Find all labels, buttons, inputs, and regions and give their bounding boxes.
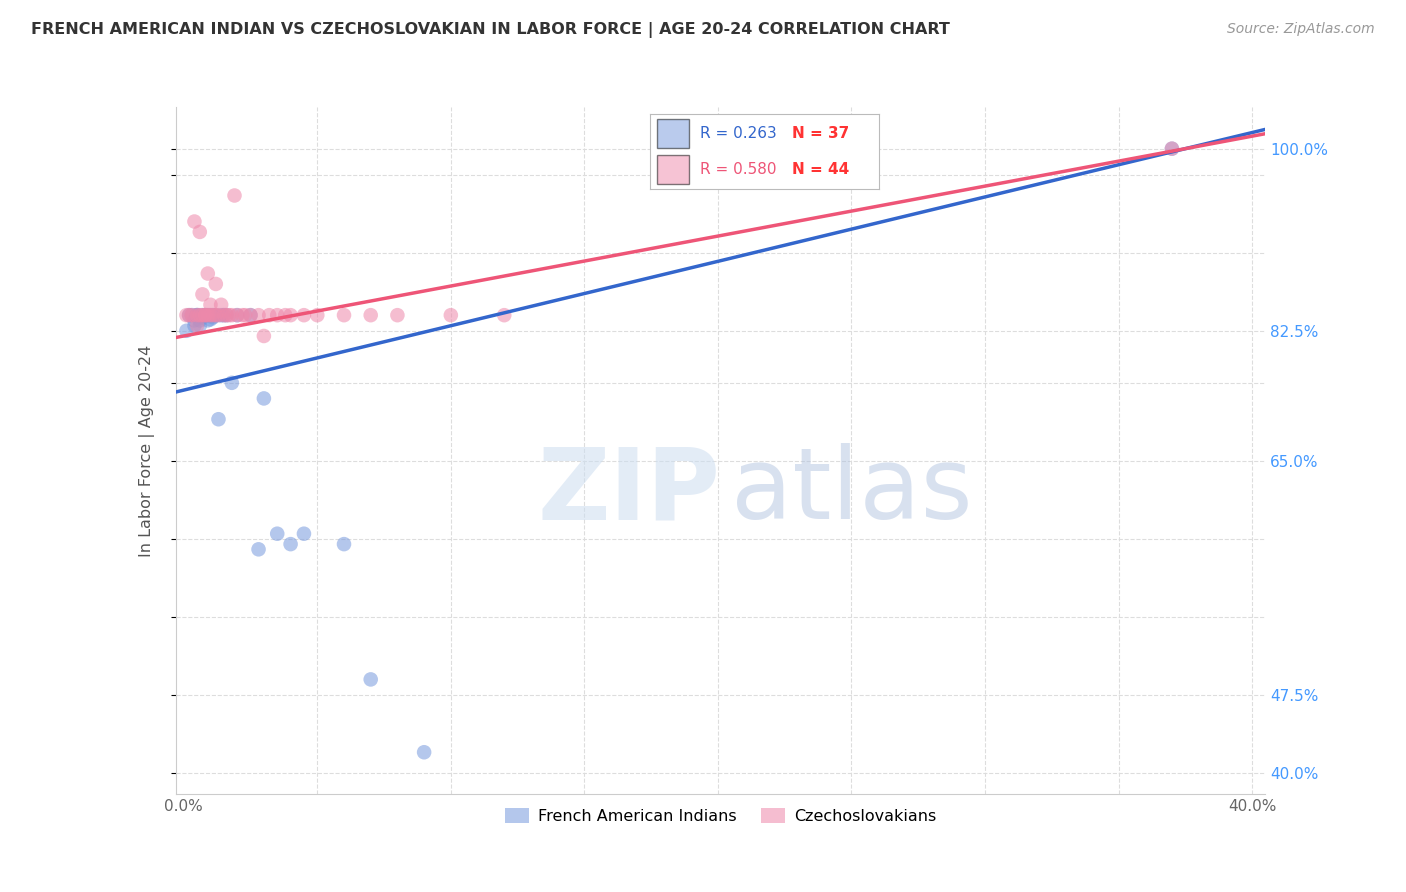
Point	[1161, 142, 1184, 156]
Point	[202, 308, 225, 322]
Point	[177, 308, 200, 322]
Point	[226, 308, 249, 322]
Point	[194, 308, 217, 322]
Point	[202, 308, 225, 322]
Point	[204, 308, 226, 322]
Point	[188, 313, 211, 327]
Point	[360, 673, 382, 687]
Point	[188, 308, 211, 322]
Point	[247, 308, 270, 322]
Point	[307, 308, 329, 322]
Point	[186, 308, 208, 322]
Point	[207, 308, 229, 322]
Point	[221, 308, 243, 322]
Point	[413, 745, 436, 759]
Point	[292, 308, 315, 322]
Point	[212, 308, 235, 322]
Point	[194, 308, 217, 322]
Point	[333, 308, 356, 322]
Point	[191, 308, 214, 322]
Point	[215, 308, 238, 322]
Point	[494, 308, 516, 322]
Text: Source: ZipAtlas.com: Source: ZipAtlas.com	[1227, 22, 1375, 37]
Point	[253, 329, 276, 343]
Point	[197, 313, 219, 327]
Point	[280, 308, 302, 322]
Point	[226, 308, 249, 322]
Point	[183, 313, 205, 327]
Text: N = 44: N = 44	[792, 162, 849, 178]
Point	[186, 308, 208, 322]
Point	[207, 412, 229, 426]
Point	[200, 298, 222, 312]
Point	[194, 308, 217, 322]
Point	[224, 188, 246, 202]
Point	[218, 308, 240, 322]
Point	[257, 308, 280, 322]
Point	[186, 318, 208, 333]
Text: FRENCH AMERICAN INDIAN VS CZECHOSLOVAKIAN IN LABOR FORCE | AGE 20-24 CORRELATION: FRENCH AMERICAN INDIAN VS CZECHOSLOVAKIA…	[31, 22, 950, 38]
Point	[233, 308, 256, 322]
Point	[194, 308, 217, 322]
Point	[360, 308, 382, 322]
Point	[292, 526, 315, 541]
Text: atlas: atlas	[731, 443, 973, 541]
Point	[221, 376, 243, 390]
Point	[209, 298, 232, 312]
Point	[266, 526, 288, 541]
Point	[204, 308, 226, 322]
Point	[239, 308, 262, 322]
Point	[176, 308, 198, 322]
Point	[200, 308, 222, 322]
Point	[200, 312, 222, 326]
Point	[212, 308, 235, 322]
Point	[387, 308, 409, 322]
Point	[186, 308, 208, 322]
Point	[204, 277, 226, 291]
Point	[180, 308, 202, 322]
Point	[280, 537, 302, 551]
Legend: French American Indians, Czechoslovakians: French American Indians, Czechoslovakian…	[498, 802, 943, 830]
Point	[197, 267, 219, 281]
Text: R = 0.580: R = 0.580	[700, 162, 776, 178]
Point	[1161, 142, 1184, 156]
Text: ZIP: ZIP	[537, 443, 721, 541]
Point	[188, 225, 211, 239]
Point	[191, 287, 214, 301]
Text: R = 0.263: R = 0.263	[700, 126, 778, 141]
Y-axis label: In Labor Force | Age 20-24: In Labor Force | Age 20-24	[139, 344, 155, 557]
Point	[183, 214, 205, 228]
Point	[266, 308, 288, 322]
Point	[253, 392, 276, 406]
Point	[274, 308, 297, 322]
Point	[191, 310, 214, 325]
Point	[191, 308, 214, 322]
Point	[188, 318, 211, 333]
Point	[202, 310, 225, 325]
Point	[200, 308, 222, 322]
Point	[180, 308, 202, 322]
Point	[197, 308, 219, 322]
Point	[215, 308, 238, 322]
Point	[231, 308, 253, 322]
FancyBboxPatch shape	[657, 120, 689, 148]
Point	[177, 308, 200, 322]
Point	[209, 308, 232, 322]
Point	[333, 537, 356, 551]
Text: N = 37: N = 37	[792, 126, 849, 141]
Point	[197, 308, 219, 322]
Point	[247, 542, 270, 557]
Point	[186, 308, 208, 322]
Point	[176, 324, 198, 338]
Point	[440, 308, 463, 322]
Point	[239, 308, 262, 322]
FancyBboxPatch shape	[657, 155, 689, 184]
Point	[183, 318, 205, 333]
